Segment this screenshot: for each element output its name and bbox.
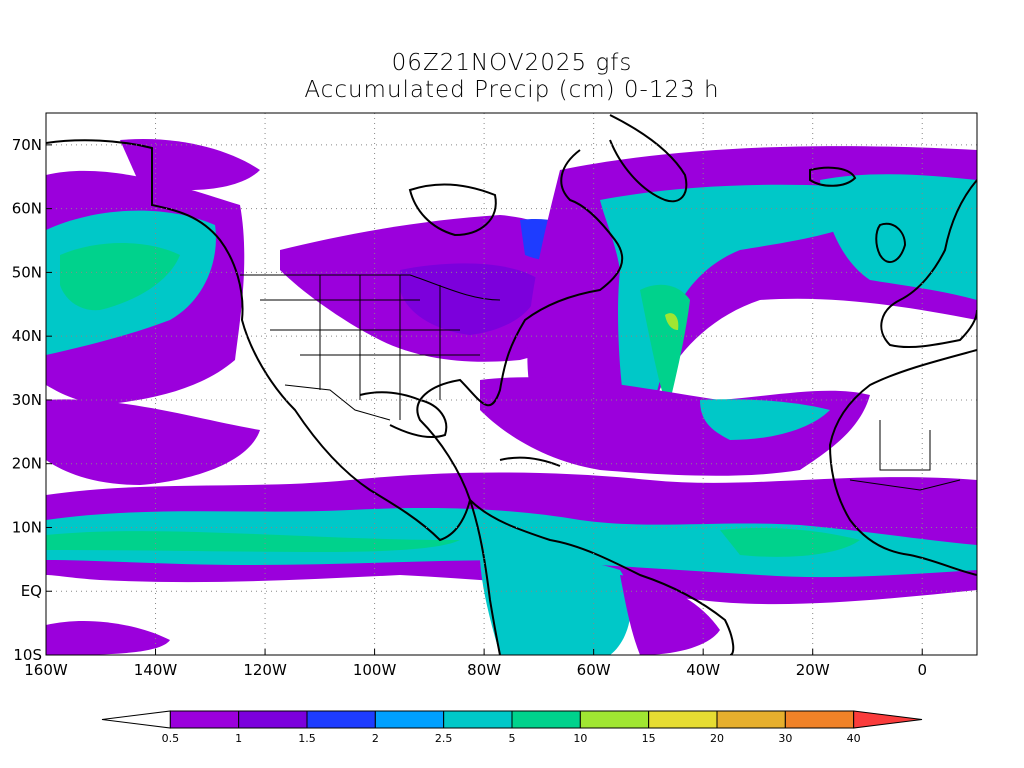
precip-region-alaska (120, 139, 260, 190)
lon-tick-label: 100W (353, 661, 397, 679)
colorbar-label: 2 (372, 732, 379, 745)
border-us-canada (240, 274, 501, 301)
precip-region-subtropical-band (700, 399, 830, 440)
colorbar-label: 5 (509, 732, 516, 745)
lon-tick-label: 0 (917, 661, 927, 679)
colorbar-swatch (306, 710, 376, 729)
colorbar-label: 10 (573, 732, 587, 745)
precip-region-europe (820, 174, 977, 300)
colorbar-label: 30 (778, 732, 792, 745)
colorbar-labels: 0.5 1 1.5 2 2.5 5 10 15 20 30 40 (162, 732, 861, 745)
precip-region-great-lakes (400, 263, 540, 335)
border-us-states (260, 275, 480, 420)
precip-region-amazon (620, 575, 720, 655)
lon-tick-label: 60W (577, 661, 611, 679)
colorbar-swatch (169, 710, 240, 729)
lon-tick-label: 20W (796, 661, 830, 679)
longitude-axis: 160W 140W 120W 100W 80W 60W 40W 20W 0 (24, 661, 927, 679)
lon-tick-label: 80W (467, 661, 501, 679)
coastline-south-america (469, 499, 735, 655)
lat-tick-label: 30N (12, 391, 42, 409)
precip-region-itcz-band (46, 508, 977, 578)
colorbar-swatch (716, 710, 786, 729)
lat-tick-label: 10S (13, 646, 42, 664)
coastlines (46, 114, 977, 655)
lat-tick-label: 20N (12, 455, 42, 473)
colorbar-label: 1 (235, 732, 242, 745)
colorbar-label: 20 (710, 732, 724, 745)
colorbar-label: 40 (847, 732, 861, 745)
map-subtitle: Accumulated Precip (cm) 0-123 h (304, 77, 720, 103)
coastline-uk (875, 222, 907, 264)
lon-tick-label: 140W (134, 661, 178, 679)
latitude-axis: 70N 60N 50N 40N 30N 20N 10N EQ 10S (12, 136, 42, 664)
precip-region-itcz-atlantic (720, 528, 860, 557)
precip-region-south-america (480, 554, 631, 655)
colorbar-swatch (443, 710, 513, 729)
colorbar-swatch (374, 710, 445, 729)
lon-tick-label: 160W (24, 661, 68, 679)
colorbar-swatch (853, 710, 923, 729)
colorbar-label: 1.5 (298, 732, 316, 745)
precip-region-atlantic-band (600, 184, 900, 445)
precip-region-atlantic-lime (665, 313, 679, 330)
colorbar-label: 0.5 (162, 732, 180, 745)
colorbar-swatch (238, 710, 308, 729)
precip-region-itcz-core (46, 531, 460, 552)
lon-tick-label: 120W (243, 661, 287, 679)
coastline-cuba (499, 456, 561, 467)
colorbar-label: 15 (642, 732, 656, 745)
colorbar-swatch (579, 710, 650, 729)
coastline-hudson (408, 183, 497, 237)
colorbar-swatch (784, 710, 855, 729)
colorbar-label: 2.5 (435, 732, 453, 745)
lat-tick-label: 40N (12, 327, 42, 345)
plot-frame (45, 112, 978, 656)
coastline-africa (828, 349, 977, 576)
border-us-mexico (284, 384, 391, 421)
colorbar-swatch (511, 710, 581, 729)
coastline-iceland (809, 166, 857, 187)
map-title: 06Z21NOV2025 gfs (391, 50, 633, 76)
lat-tick-label: 10N (12, 518, 42, 536)
colorbar-swatch (648, 710, 718, 729)
border-africa-interior (849, 420, 961, 491)
lat-tick-label: 60N (12, 200, 42, 218)
lon-tick-label: 40W (686, 661, 720, 679)
precip-region-pacific-ne-inner (60, 242, 180, 311)
precip-region-south-pacific (46, 620, 170, 655)
precip-region-atlantic-core (640, 284, 690, 410)
lat-tick-label: 70N (12, 136, 42, 154)
coastline-europe (880, 179, 977, 349)
borders (240, 274, 961, 491)
precip-field (46, 139, 977, 655)
lat-tick-label: 50N (12, 263, 42, 281)
graticule (45, 113, 977, 656)
coastline-greenland (609, 114, 688, 203)
colorbar-swatch (101, 710, 171, 729)
colorbar (101, 710, 923, 729)
lat-tick-label: EQ (21, 582, 42, 600)
coastline-gulf (359, 391, 448, 438)
coastline-north-america (46, 139, 624, 542)
